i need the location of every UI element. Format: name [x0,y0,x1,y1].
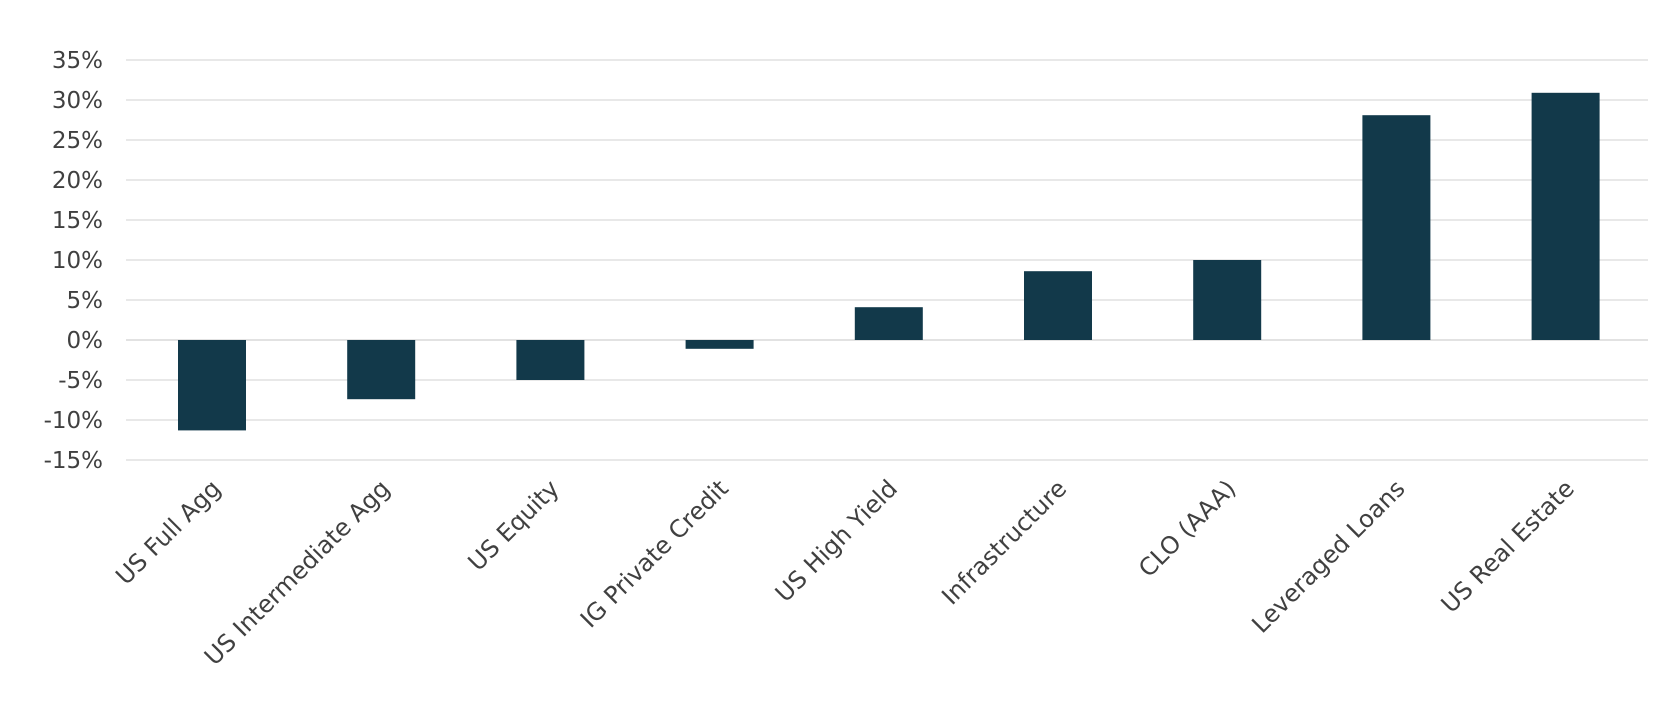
x-category-label: US Real Estate [1436,474,1580,618]
y-axis-tick-labels: 35% 30% 25% 20% 15% 10% 5% 0% -5% -10% -15% [44,48,103,474]
x-category-label: Infrastructure [936,474,1072,610]
bar [685,340,754,349]
bars [178,92,1600,431]
x-category-label: Leveraged Loans [1246,474,1410,638]
y-tick-label: 25% [52,128,103,154]
x-category-label: US Full Agg [110,474,226,590]
y-tick-label: 10% [52,248,103,274]
y-tick-label: 35% [52,48,103,74]
bar [1531,92,1600,340]
bar [1024,271,1092,340]
bar [1362,115,1431,340]
gridlines [126,59,1648,461]
bar [347,340,416,400]
x-category-label: IG Private Credit [575,474,734,633]
x-category-label: US Equity [463,474,565,576]
y-tick-label: -15% [44,448,103,474]
bar [854,307,923,340]
y-tick-label: 0% [67,328,104,354]
y-tick-label: 15% [52,208,103,234]
y-tick-label: -10% [44,408,103,434]
x-category-label: US High Yield [770,474,903,607]
y-tick-label: -5% [58,368,103,394]
x-category-label: US Intermediate Agg [199,474,395,670]
bar [516,340,585,380]
x-category-label: CLO (AAA) [1133,474,1241,582]
y-tick-label: 30% [52,88,103,114]
bar [178,340,246,431]
y-tick-label: 20% [52,168,103,194]
y-tick-label: 5% [67,288,104,314]
bar [1193,260,1262,340]
